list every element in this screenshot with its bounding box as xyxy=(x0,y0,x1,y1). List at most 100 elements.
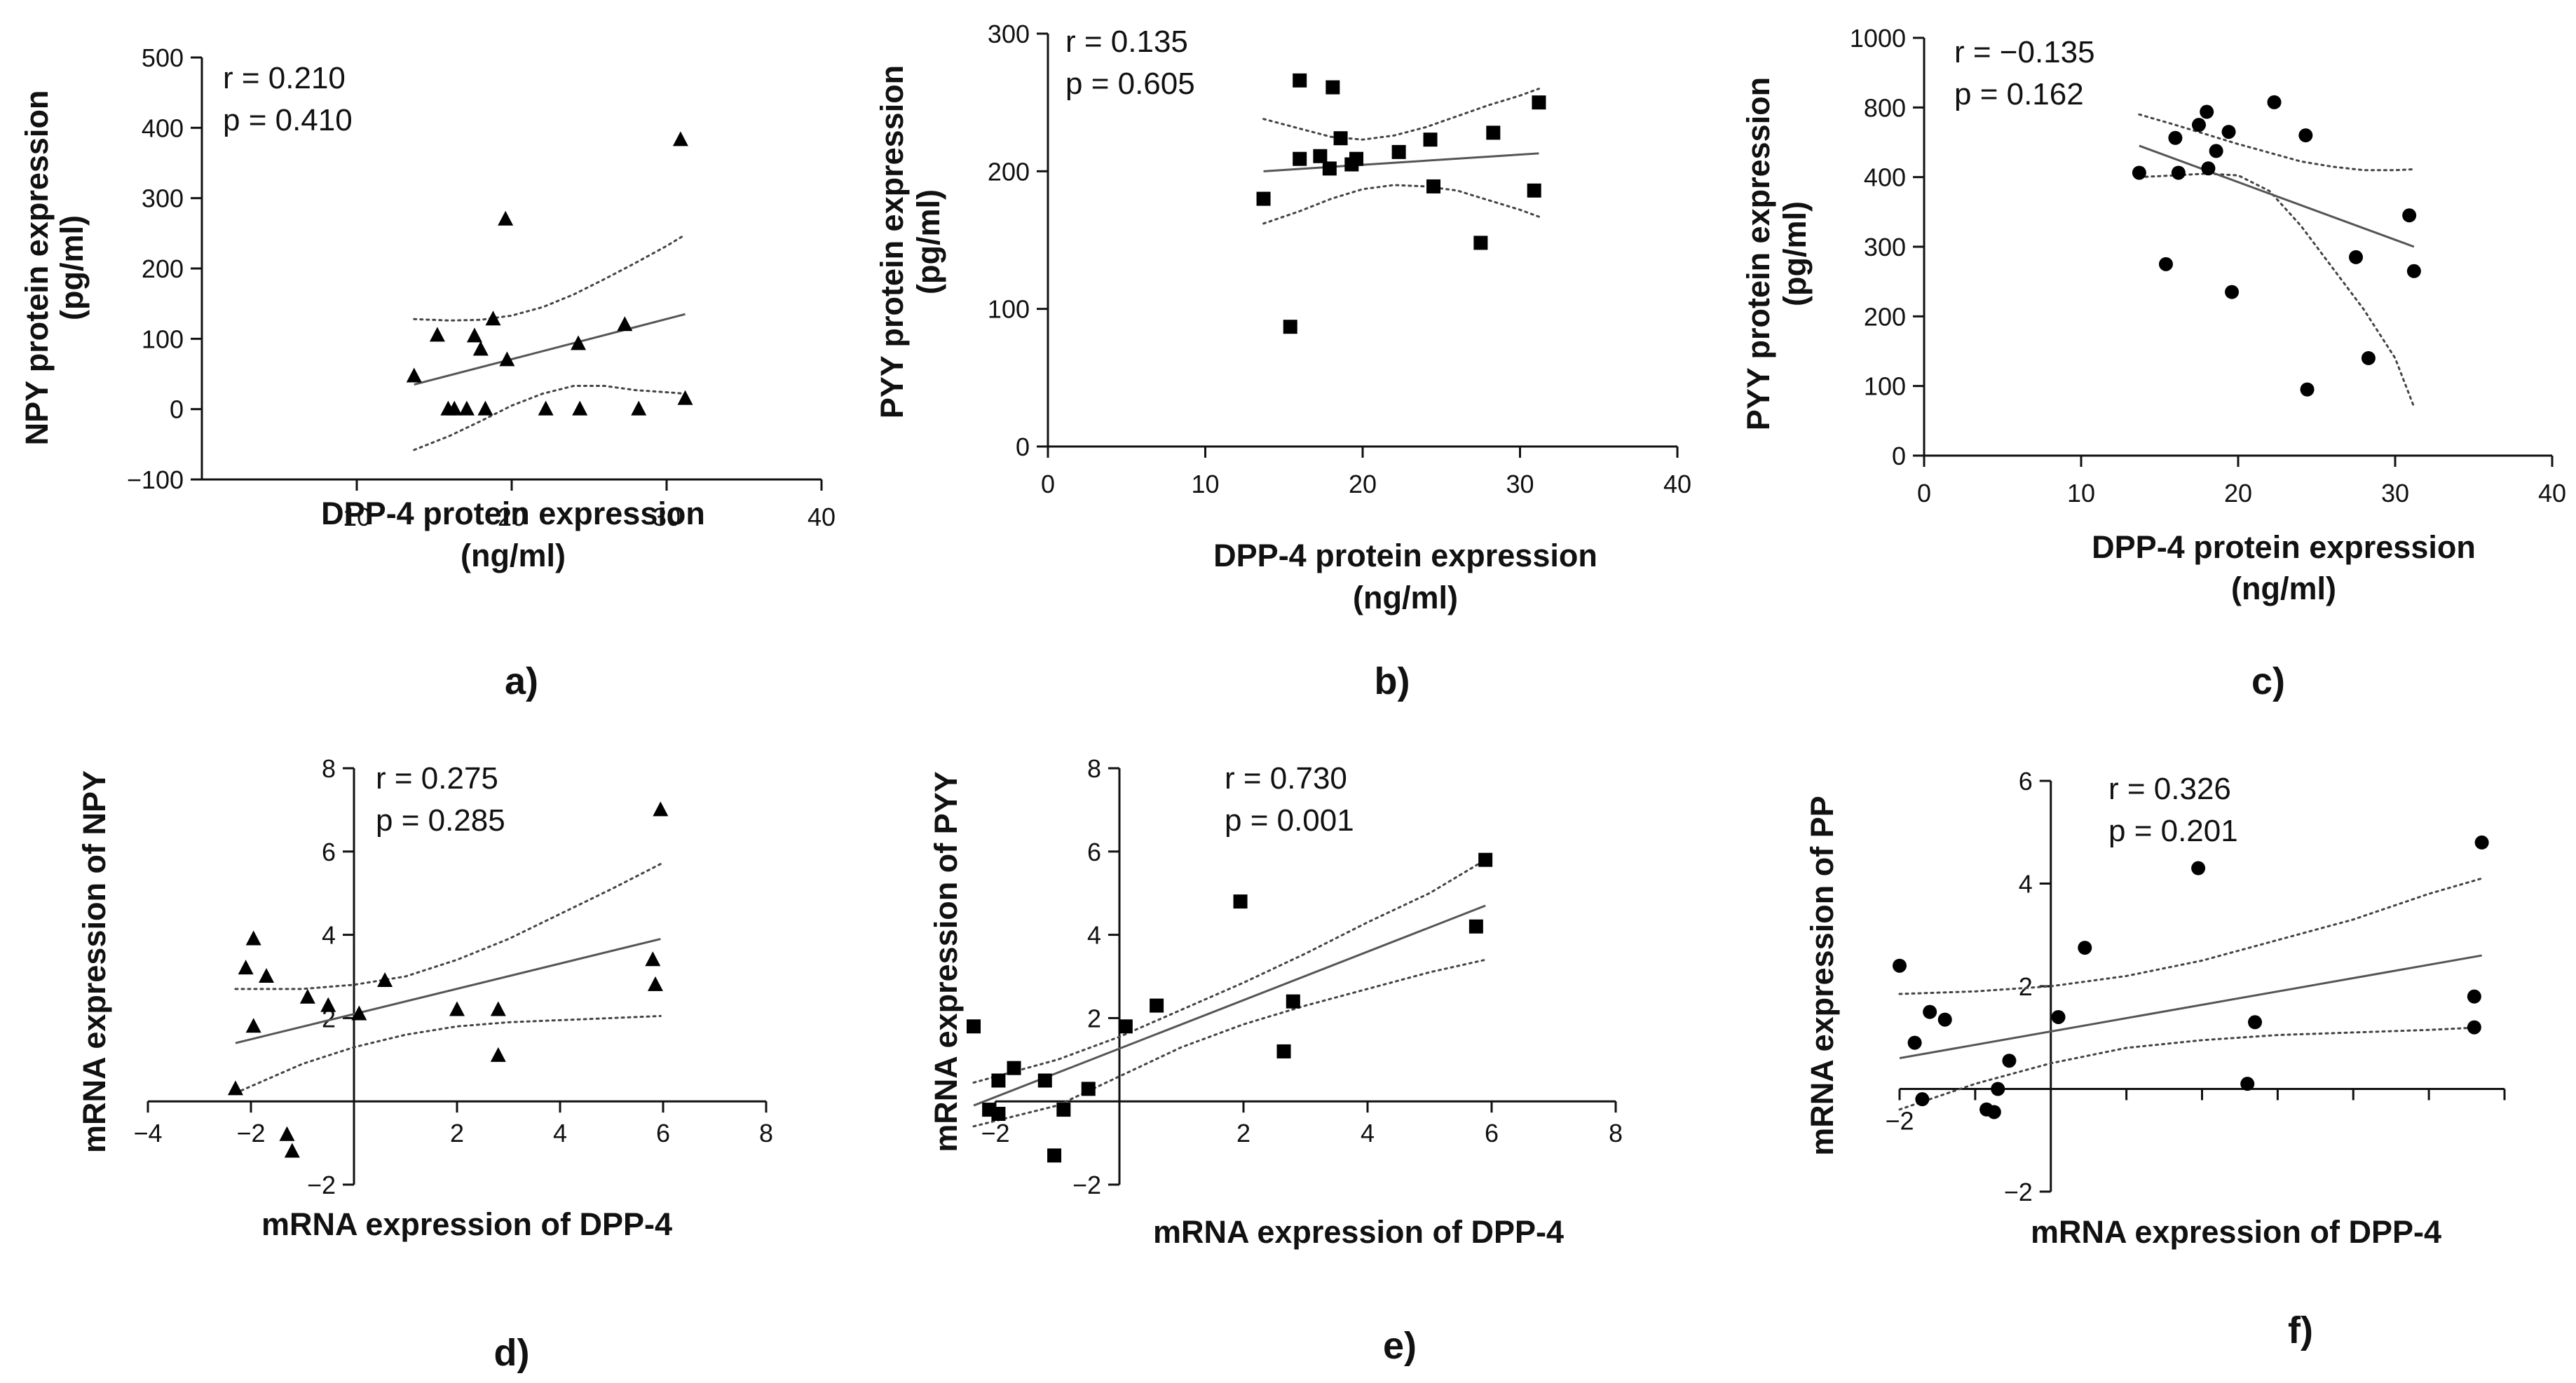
panel-c-data-point xyxy=(2267,95,2282,109)
panel-f-data-point xyxy=(2467,1020,2481,1035)
panel-e-ci-lower-band xyxy=(972,958,1487,1128)
panel-a-data-point xyxy=(538,400,554,416)
panel-a-data-point xyxy=(677,390,693,405)
panel-f-data-point xyxy=(2467,989,2481,1004)
panel-b-data-point xyxy=(1423,132,1438,147)
panel-a-xlabel-line1: DPP-4 protein expression xyxy=(321,496,705,531)
panel-b-data-point xyxy=(1473,236,1488,250)
panel-e-data-point xyxy=(1037,1073,1052,1088)
panel-b-data-point xyxy=(1527,183,1541,198)
panel-f-data-point xyxy=(2002,1054,2017,1068)
panel-d-data-point xyxy=(320,997,336,1012)
panel-d-data-point xyxy=(449,1001,465,1016)
panel-b-ytick-label: 0 xyxy=(1016,432,1030,461)
panel-f-data-point xyxy=(1893,958,1907,973)
panel-e-data-point xyxy=(1276,1044,1291,1058)
panel-d-ylabel-line1: mRNA expression of NPY xyxy=(76,770,112,1153)
panel-d-data-point xyxy=(490,1001,506,1016)
panel-a-ylabel-line2: (pg/ml) xyxy=(54,215,90,320)
panel-c-xtick-label: 10 xyxy=(2067,479,2095,507)
panel-d-ytick-label: 4 xyxy=(322,921,336,950)
panel-d-data-point xyxy=(284,1143,300,1158)
panel-a-regression-line xyxy=(414,313,686,386)
panel-c-ytick-label: 200 xyxy=(1864,302,1906,331)
panel-b-data-point xyxy=(1532,95,1546,110)
panel-f-ytick-label: 2 xyxy=(2019,972,2033,1001)
panel-a-ytick-label: 100 xyxy=(142,325,184,353)
panel-b-data-point xyxy=(1333,131,1348,146)
panel-d-ytick-label: 6 xyxy=(322,838,336,866)
panel-e-data-point xyxy=(1286,994,1300,1009)
panel-c-ytick-label: 400 xyxy=(1864,163,1906,192)
panel-d-data-point xyxy=(245,930,261,946)
panel-d-stat-r: r = 0.275 xyxy=(376,761,498,796)
panel-e-data-point xyxy=(1118,1019,1133,1034)
panel-d-data-point xyxy=(377,972,393,987)
panel-b-data-point xyxy=(1293,151,1307,166)
panel-a-xtick-label: 40 xyxy=(807,503,836,531)
panel-c-xtick-label: 40 xyxy=(2538,479,2566,507)
panel-e-xtick-label: 8 xyxy=(1609,1119,1623,1147)
panel-c-xlabel-line2: (ng/ml) xyxy=(2231,571,2336,606)
panel-b-ci-upper-band xyxy=(1262,88,1540,141)
panel-c-xlabel-line1: DPP-4 protein expression xyxy=(2092,529,2476,565)
panel-a-ytick-label: 200 xyxy=(142,254,184,283)
panel-c-xtick-label: 0 xyxy=(1917,479,1931,507)
panel-c-stat-r: r = −0.135 xyxy=(1954,35,2095,69)
panel-c-data-point xyxy=(2349,250,2363,264)
panel-d-data-point xyxy=(259,968,275,983)
panel-a-data-point xyxy=(572,400,588,416)
panel-e-ylabel-line1: mRNA expression of PYY xyxy=(928,771,964,1152)
panel-e-ytick-label: 8 xyxy=(1087,754,1101,783)
panel-b-xlabel-line1: DPP-4 protein expression xyxy=(1213,538,1597,573)
panel-d-stat-p: p = 0.285 xyxy=(376,803,505,838)
panel-d-xtick-label: 6 xyxy=(656,1119,670,1147)
panel-f-ci-upper-band xyxy=(1898,877,2483,995)
panel-b-stat-r: r = 0.135 xyxy=(1065,25,1188,59)
panel-b-ytick-label: 200 xyxy=(988,157,1030,186)
panel-e-ytick-label: 4 xyxy=(1087,921,1101,950)
panel-e-xtick-label: 6 xyxy=(1485,1119,1499,1147)
panel-d: r = 0.275 p = 0.285 mRNA expression of N… xyxy=(76,754,773,1374)
panel-c-regression-line xyxy=(2139,144,2415,248)
panel-f-data-point xyxy=(1915,1092,1930,1107)
panel-f-data-point xyxy=(2191,861,2206,876)
panel-a-data-point xyxy=(672,131,688,147)
panel-b-regression-line xyxy=(1263,152,1539,172)
panel-b-ytick-label: 300 xyxy=(988,20,1030,48)
panel-e-data-point xyxy=(967,1019,981,1034)
panel-e-xtick-label: 4 xyxy=(1361,1119,1375,1147)
panel-b-xlabel-line2: (ng/ml) xyxy=(1353,580,1458,615)
panel-e-ytick-label: 6 xyxy=(1087,838,1101,866)
panel-c-data-point xyxy=(2158,257,2173,271)
panel-d-data-point xyxy=(647,976,663,991)
panel-c-label: c) xyxy=(2251,660,2285,702)
panel-d-data-point xyxy=(653,801,669,817)
panel-e-data-point xyxy=(991,1107,1006,1122)
panel-b-stat-p: p = 0.605 xyxy=(1065,67,1195,101)
panel-b-data-point xyxy=(1391,144,1406,159)
panel-c-data-point xyxy=(2402,208,2417,223)
panel-f-data-point xyxy=(2240,1077,2255,1091)
panel-a-ytick-label: 400 xyxy=(142,114,184,142)
panel-a-data-point xyxy=(498,210,514,226)
panel-d-data-point xyxy=(645,951,661,967)
panel-a-xtick-label: 30 xyxy=(653,503,681,531)
panel-f-ytick-label: 6 xyxy=(2019,767,2033,796)
panel-f-ytick-label: −2 xyxy=(2004,1178,2033,1206)
panel-b-data-point xyxy=(1283,320,1297,334)
panel-f-ylabel-line1: mRNA expression of PP xyxy=(1804,796,1840,1155)
panel-f-ytick-label: 4 xyxy=(2019,870,2033,899)
panel-d-data-point xyxy=(351,1005,367,1021)
panel-f: r = 0.326 p = 0.201 mRNA expression of P… xyxy=(1804,767,2506,1351)
panel-c-ylabel-line2: (pg/ml) xyxy=(1777,201,1813,306)
panel-a-ytick-label: −100 xyxy=(127,465,184,494)
panel-b-data-point xyxy=(1486,125,1501,140)
panel-a-data-point xyxy=(466,327,482,343)
panel-c-data-point xyxy=(2192,118,2206,132)
panel-b-xtick-label: 0 xyxy=(1041,470,1055,498)
panel-d-data-point xyxy=(490,1047,506,1062)
panel-b-data-point xyxy=(1426,179,1441,193)
panel-c-data-point xyxy=(2209,144,2223,158)
panel-b-xtick-label: 40 xyxy=(1663,470,1691,498)
